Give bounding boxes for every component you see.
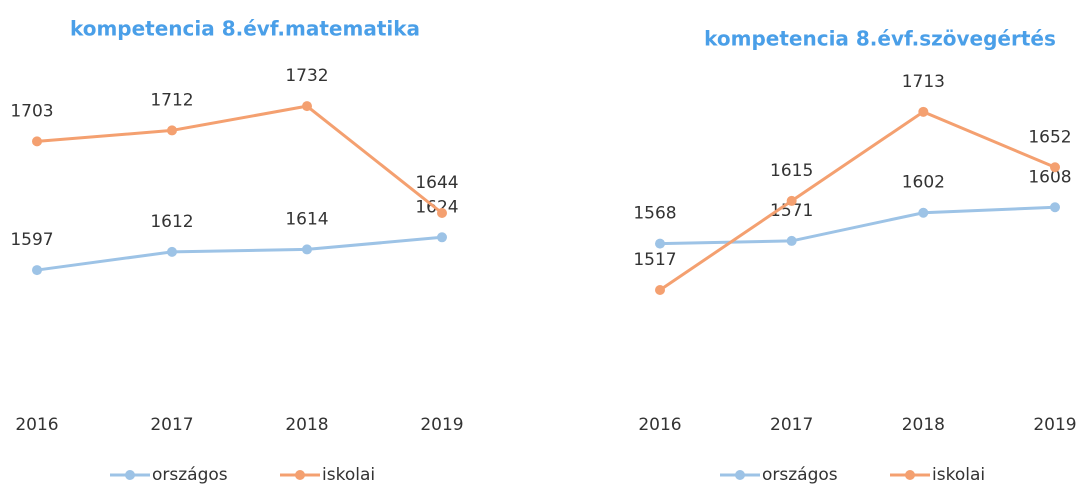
x-tick-label: 2018 <box>285 415 328 435</box>
data-label: 1608 <box>1028 167 1071 187</box>
data-point <box>1050 162 1060 173</box>
data-label: 1615 <box>770 161 813 181</box>
data-point <box>437 208 447 218</box>
legend-label: iskolai <box>932 465 985 485</box>
series-line <box>659 205 1056 246</box>
data-label: 1602 <box>902 173 945 193</box>
data-point <box>437 232 447 243</box>
data-label: 1568 <box>633 204 676 224</box>
data-point <box>302 101 312 112</box>
data-point <box>918 106 929 117</box>
legend-label: iskolai <box>322 465 375 485</box>
data-label: 1614 <box>285 209 328 229</box>
data-point <box>786 235 797 246</box>
x-tick-label: 2019 <box>420 415 463 435</box>
data-point <box>1050 202 1060 213</box>
legend-label: országos <box>152 465 228 485</box>
legend-marker <box>905 470 915 480</box>
data-label: 1612 <box>150 212 193 232</box>
legend-marker <box>735 470 745 480</box>
data-label: 1703 <box>10 101 53 121</box>
data-label: 1712 <box>150 90 193 110</box>
data-point <box>167 246 177 257</box>
series-line <box>36 235 443 272</box>
series-line <box>36 104 443 215</box>
data-point <box>655 285 665 295</box>
data-label: 1652 <box>1028 127 1071 147</box>
data-label: 1732 <box>285 66 328 86</box>
data-label: 1644 <box>415 173 458 193</box>
x-tick-label: 2017 <box>150 415 193 435</box>
chart-title: kompetencia 8.évf.matematika <box>70 17 420 41</box>
data-point <box>32 265 42 276</box>
data-label: 1597 <box>10 230 53 250</box>
data-label: 1517 <box>633 250 676 270</box>
series-line <box>659 110 1056 292</box>
data-point <box>32 136 42 147</box>
x-tick-label: 2016 <box>15 415 58 435</box>
legend-label: országos <box>762 465 838 485</box>
data-label: 1571 <box>770 201 813 221</box>
legend-marker <box>295 470 305 480</box>
data-point <box>655 238 665 249</box>
chart-title: kompetencia 8.évf.szövegértés <box>704 27 1056 51</box>
data-point <box>167 125 177 136</box>
data-point <box>302 244 312 255</box>
legend-marker <box>125 470 135 480</box>
data-point <box>786 195 797 206</box>
data-label: 1713 <box>902 72 945 92</box>
data-point <box>918 207 929 218</box>
x-tick-label: 2016 <box>638 415 681 435</box>
x-tick-label: 2017 <box>770 415 813 435</box>
x-tick-label: 2018 <box>902 415 945 435</box>
x-tick-label: 2019 <box>1033 415 1076 435</box>
